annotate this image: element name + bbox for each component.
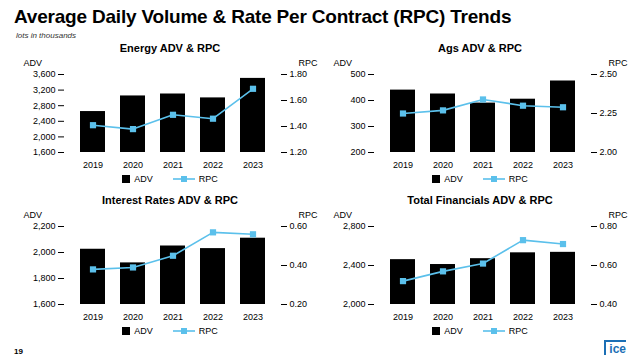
svg-text:1.40: 1.40 [290,121,308,131]
svg-text:2022: 2022 [203,312,223,322]
svg-text:0.60: 0.60 [290,221,308,231]
svg-text:2019: 2019 [83,312,103,322]
svg-text:2019: 2019 [393,160,413,170]
svg-text:2021: 2021 [473,160,493,170]
svg-text:0.20: 0.20 [290,299,308,309]
html-text:Energy ADV & RPC: Energy ADV & RPC [119,42,221,54]
svg-text:0.40: 0.40 [600,299,618,309]
svg-text:1,600: 1,600 [33,147,56,157]
svg-text:ADV: ADV [24,58,43,68]
svg-text:0.80: 0.80 [600,221,618,231]
svg-text:2.25: 2.25 [600,108,618,118]
svg-text:2020: 2020 [433,160,453,170]
svg-text:2022: 2022 [203,160,223,170]
svg-text:2,200: 2,200 [33,221,56,231]
svg-text:RPC: RPC [298,58,318,68]
svg-text:0.40: 0.40 [290,260,308,270]
svg-text:2022: 2022 [513,312,533,322]
svg-text:2,000: 2,000 [33,132,56,142]
svg-text:RPC: RPC [298,210,318,220]
svg-text:1,600: 1,600 [33,299,56,309]
html-text:ADV: ADV [444,174,463,184]
svg-text:2021: 2021 [473,312,493,322]
svg-text:RPC: RPC [608,58,628,68]
html-text:Total Financials ADV & RPC: Total Financials ADV & RPC [407,194,553,206]
svg-text:2019: 2019 [393,312,413,322]
html-text:RPC: RPC [508,174,528,184]
html-text:RPC: RPC [198,326,218,336]
svg-text:3,600: 3,600 [33,69,56,79]
svg-text:2021: 2021 [163,312,183,322]
svg-text:3,200: 3,200 [33,85,56,95]
html-text:ice: ice [609,342,626,356]
html-text:Average Daily Volume & Rate Pe: Average Daily Volume & Rate Per Contract… [14,6,512,27]
svg-text:200: 200 [350,147,365,157]
html-text:ADV: ADV [134,326,153,336]
svg-text:300: 300 [350,121,365,131]
html-text:lots in thousands: lots in thousands [16,31,76,40]
svg-text:2023: 2023 [243,312,263,322]
svg-text:2019: 2019 [83,160,103,170]
svg-text:2023: 2023 [553,160,573,170]
svg-text:2,800: 2,800 [343,221,366,231]
svg-text:ADV: ADV [334,210,353,220]
html-text:ADV: ADV [134,174,153,184]
svg-text:0.60: 0.60 [600,260,618,270]
html-text:RPC: RPC [508,326,528,336]
svg-text:ADV: ADV [334,58,353,68]
svg-text:ADV: ADV [24,210,43,220]
svg-text:2,000: 2,000 [33,247,56,257]
svg-text:2,400: 2,400 [343,260,366,270]
svg-text:2020: 2020 [433,312,453,322]
html-text:19: 19 [14,347,23,356]
svg-text:400: 400 [350,95,365,105]
svg-text:1,800: 1,800 [33,273,56,283]
svg-text:RPC: RPC [608,210,628,220]
svg-text:2,800: 2,800 [33,101,56,111]
svg-text:2022: 2022 [513,160,533,170]
svg-text:2023: 2023 [243,160,263,170]
html-text:ADV: ADV [444,326,463,336]
html-text:RPC: RPC [198,174,218,184]
html-text:Interest Rates ADV & RPC: Interest Rates ADV & RPC [102,194,238,206]
svg-text:2020: 2020 [123,312,143,322]
svg-text:1.80: 1.80 [290,69,308,79]
svg-text:1.60: 1.60 [290,95,308,105]
svg-text:1.20: 1.20 [290,147,308,157]
svg-text:500: 500 [350,69,365,79]
html-text:Ags ADV & RPC: Ags ADV & RPC [438,42,522,54]
svg-text:2,400: 2,400 [33,116,56,126]
svg-text:2.00: 2.00 [600,147,618,157]
svg-text:2.50: 2.50 [600,69,618,79]
svg-text:2023: 2023 [553,312,573,322]
svg-text:2021: 2021 [163,160,183,170]
svg-text:2,000: 2,000 [343,299,366,309]
svg-text:2020: 2020 [123,160,143,170]
